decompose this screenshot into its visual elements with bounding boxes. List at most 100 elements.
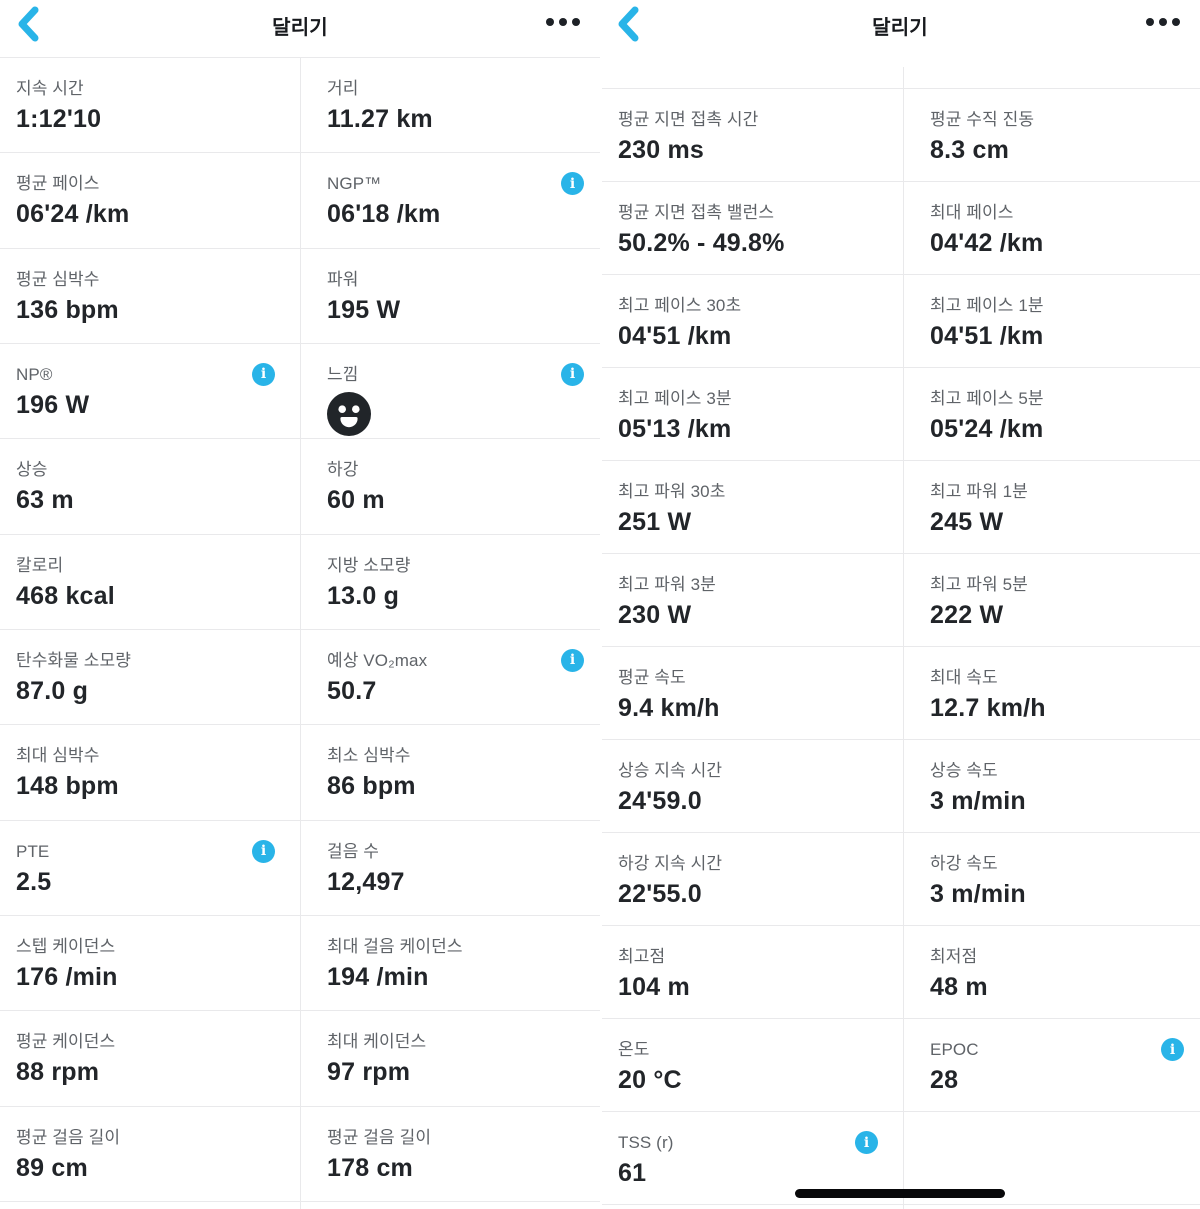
more-menu-button[interactable] (540, 8, 586, 36)
stat-value: 222 W (930, 601, 1004, 629)
info-icon[interactable]: i (252, 839, 275, 863)
stats-table: 지속 시간 1:12'10 거리 11.27 km 평균 페이스 06'24 /km NGP… (0, 57, 600, 1201)
stat-label: 상승 지속 시간 (618, 761, 723, 780)
stat-cell: 최고점 104 m (602, 926, 903, 1018)
stat-label: 평균 심박수 (16, 269, 100, 289)
stats-table: 평균 지면 접촉 시간 230 ms 평균 수직 진동 8.3 cm 평균 지면 접촉 … (602, 88, 1200, 1204)
stat-row: 평균 심박수 136 bpm 파워 195 W (0, 247, 600, 343)
ellipsis-icon (1146, 18, 1154, 26)
cut-off-row (602, 1204, 1200, 1209)
nav-bar: 달리기 (600, 0, 1200, 57)
stat-cell: 상승 속도 3 m/min (903, 740, 1200, 832)
stat-label: 온도 (618, 1040, 650, 1059)
stat-value: 230 W (618, 601, 692, 629)
stat-row: TSS (r) i 61 (602, 1111, 1200, 1204)
stat-cell: 지속 시간 1:12'10 (0, 58, 300, 152)
stat-label: 예상 VO₂max (327, 650, 428, 670)
stat-value: 04'51 /km (618, 322, 732, 350)
stat-value: 48 m (930, 973, 988, 1001)
stat-label: 평균 걸음 길이 (327, 1127, 432, 1147)
stat-value: 61 (618, 1159, 647, 1187)
stat-label: 최대 속도 (930, 668, 998, 687)
stat-value: 87.0 g (16, 676, 89, 705)
info-glyph: i (1169, 1041, 1176, 1058)
stats-screen-page-2: 달리기 평균 지면 접촉 시간 230 ms 평균 수직 진동 8.3 cm 평균 지면… (600, 0, 1200, 1209)
stat-value: 196 W (16, 390, 90, 419)
stat-cell: 하강 60 m (300, 439, 600, 533)
stat-value: 1:12'10 (16, 105, 102, 133)
info-icon[interactable]: i (561, 362, 584, 386)
stat-label: 지방 소모량 (327, 555, 411, 575)
stat-row: 평균 페이스 06'24 /km NGP™ i 06'18 /km (0, 152, 600, 247)
ellipsis-icon (572, 18, 580, 26)
stat-cell: 탄수화물 소모량 87.0 g (0, 630, 300, 724)
column-divider (300, 57, 301, 1209)
stat-cell: 느낌 i (300, 344, 600, 438)
home-indicator[interactable] (795, 1189, 1005, 1198)
stat-cell: 걸음 수 12,497 (300, 821, 600, 915)
stat-value: 97 rpm (327, 1058, 411, 1087)
stat-row: 최고 페이스 30초 04'51 /km 최고 페이스 1분 04'51 /km (602, 274, 1200, 367)
stat-label: 평균 지면 접촉 밸런스 (618, 203, 775, 222)
stat-value: 178 cm (327, 1153, 413, 1182)
stat-value: 06'18 /km (327, 200, 441, 229)
stat-cell: 예상 VO₂max i 50.7 (300, 630, 600, 724)
stat-value: 12.7 km/h (930, 694, 1046, 722)
back-button[interactable] (608, 3, 648, 47)
stat-cell: 평균 속도 9.4 km/h (602, 647, 903, 739)
more-menu-button[interactable] (1140, 8, 1186, 36)
stat-label: EPOC (930, 1040, 979, 1059)
stat-label: 지속 시간 (16, 79, 84, 98)
stat-value: 50.7 (327, 676, 377, 705)
stat-value: 05'13 /km (618, 415, 732, 443)
stat-value: 245 W (930, 508, 1004, 536)
stat-cell: 평균 지면 접촉 밸런스 50.2% - 49.8% (602, 182, 903, 274)
info-icon[interactable]: i (561, 648, 584, 672)
stat-cell: 평균 수직 진동 8.3 cm (903, 89, 1200, 181)
stats-screen-page-1: 달리기 지속 시간 1:12'10 거리 11.27 km 평균 페이스 06'24 /k… (0, 0, 600, 1209)
stat-cell: 최고 파워 1분 245 W (903, 461, 1200, 553)
chevron-left-icon (18, 6, 39, 41)
back-button[interactable] (8, 3, 48, 47)
stat-value: 06'24 /km (16, 200, 130, 229)
stat-label: 걸음 수 (327, 841, 380, 861)
stat-label: 최고 파워 1분 (930, 482, 1028, 501)
stat-cell: 최고 파워 30초 251 W (602, 461, 903, 553)
ellipsis-icon (1159, 18, 1167, 26)
stat-label: 상승 속도 (930, 761, 998, 780)
stat-label: 최고점 (618, 947, 666, 966)
stat-label: 최고 페이스 30초 (618, 296, 742, 315)
stat-label: TSS (r) (618, 1133, 674, 1152)
stat-label: 최대 케이던스 (327, 1032, 427, 1052)
info-icon[interactable]: i (855, 1131, 878, 1154)
stat-label: 하강 속도 (930, 854, 998, 873)
stat-row: 최고 파워 30초 251 W 최고 파워 1분 245 W (602, 460, 1200, 553)
stat-label: NGP™ (327, 174, 382, 194)
info-icon[interactable]: i (1161, 1038, 1184, 1061)
stat-label: 최고 페이스 3분 (618, 389, 732, 408)
info-glyph: i (569, 175, 576, 192)
stat-row: PTE i 2.5 걸음 수 12,497 (0, 819, 600, 915)
stat-value: 148 bpm (16, 772, 119, 801)
nav-bar: 달리기 (0, 0, 600, 57)
stat-label: 최소 심박수 (327, 746, 411, 766)
stat-label: 평균 수직 진동 (930, 110, 1035, 129)
stat-label: 평균 페이스 (16, 174, 100, 194)
stat-label: 칼로리 (16, 555, 64, 575)
stat-cell: 최대 심박수 148 bpm (0, 725, 300, 819)
info-icon[interactable]: i (252, 362, 275, 386)
stat-cell: 상승 지속 시간 24'59.0 (602, 740, 903, 832)
stat-value: 12,497 (327, 867, 405, 896)
stat-value: 468 kcal (16, 581, 115, 610)
ellipsis-icon (559, 18, 567, 26)
stat-value: 11.27 km (327, 105, 433, 133)
feeling-smiley-icon (327, 391, 371, 436)
stat-label: 평균 걸음 길이 (16, 1127, 121, 1147)
stat-value: 136 bpm (16, 295, 119, 324)
info-icon[interactable]: i (561, 172, 584, 196)
stat-label: NP® (16, 364, 53, 384)
stat-row: 하강 지속 시간 22'55.0 하강 속도 3 m/min (602, 832, 1200, 925)
stat-cell: 평균 걸음 길이 89 cm (0, 1107, 300, 1201)
stat-value: 194 /min (327, 962, 429, 991)
